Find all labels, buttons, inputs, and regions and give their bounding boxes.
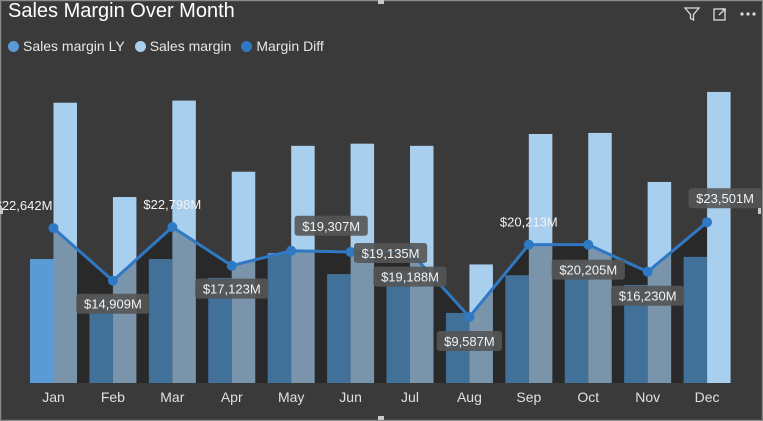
x-axis-tick-label: Aug <box>457 389 482 405</box>
legend-item-sales-margin-ly[interactable]: Sales margin LY <box>8 38 125 54</box>
margin-diff-point <box>167 222 178 232</box>
legend-label-margin-diff: Margin Diff <box>256 38 324 54</box>
bar-sales-margin <box>350 143 375 383</box>
margin-diff-point <box>226 260 237 271</box>
margin-diff-point <box>464 312 475 322</box>
bar-sales-margin <box>172 100 196 384</box>
bar-sales-margin-ly <box>624 284 648 383</box>
resize-handle-bottom[interactable] <box>378 416 384 420</box>
data-label-box <box>611 285 685 306</box>
bar-sales-margin <box>528 133 553 383</box>
bar-sales-margin-ly <box>30 259 54 383</box>
resize-handle-left[interactable] <box>0 208 3 214</box>
bar-sales-margin <box>647 181 672 383</box>
x-axis-tick-label: Oct <box>577 389 599 405</box>
bar-sales-margin-ly <box>683 256 708 383</box>
bar-sales-margin-ly <box>505 275 529 383</box>
legend-marker-sales-margin <box>134 40 146 52</box>
margin-diff-point <box>642 266 653 277</box>
data-label-box <box>294 215 368 236</box>
resize-handle-right[interactable] <box>758 208 761 214</box>
data-label-margin-diff: $9,587M <box>444 334 495 349</box>
bar-sales-margin <box>707 91 731 383</box>
x-axis-tick-label: Jan <box>42 389 65 405</box>
data-label-margin-diff: $20,213M <box>500 215 558 230</box>
data-label-margin-diff: $22,798M <box>143 197 201 212</box>
bar-sales-margin-ly <box>564 261 589 383</box>
data-label-box <box>353 242 428 263</box>
bar-sales-margin-ly <box>386 270 410 383</box>
data-label-margin-diff: $23,501M <box>696 191 754 206</box>
more-options-icon[interactable] <box>739 6 757 22</box>
legend-item-margin-diff[interactable]: Margin Diff <box>241 38 324 54</box>
data-label-margin-diff: $22,642M <box>0 198 52 213</box>
chart-legend: Sales margin LY Sales margin Margin Diff <box>8 38 324 54</box>
data-label-margin-diff: $19,135M <box>362 246 420 261</box>
x-axis-tick-label: Nov <box>635 389 660 405</box>
x-axis-tick-label: Sep <box>516 389 541 405</box>
data-label-box <box>551 259 625 280</box>
chart-title: Sales Margin Over Month <box>8 0 235 22</box>
x-axis-tick-label: Dec <box>695 389 720 405</box>
bar-sales-margin-ly <box>89 295 113 383</box>
margin-diff-point <box>345 246 356 257</box>
data-label-margin-diff: $19,188M <box>381 270 439 285</box>
bar-sales-margin <box>53 102 77 383</box>
margin-diff-point <box>523 239 534 250</box>
data-label-box <box>373 266 447 287</box>
filter-icon[interactable] <box>683 6 701 22</box>
x-axis-tick-label: Jul <box>401 389 419 405</box>
legend-label-sales-margin-ly: Sales margin LY <box>23 38 125 54</box>
data-label-box <box>195 278 269 299</box>
visual-header-icons <box>683 6 757 22</box>
data-label-margin-diff: $14,909M <box>84 297 142 312</box>
data-label-margin-diff: $19,307M <box>302 219 360 234</box>
resize-handle-top[interactable] <box>378 0 384 4</box>
data-label-margin-diff: $17,123M <box>203 282 261 297</box>
margin-diff-point <box>583 239 594 250</box>
bar-sales-margin-ly <box>327 274 351 383</box>
x-axis-tick-label: May <box>278 389 304 405</box>
focus-mode-icon[interactable] <box>711 6 729 22</box>
legend-label-sales-margin: Sales margin <box>149 38 232 54</box>
bar-sales-margin <box>588 132 612 383</box>
legend-item-sales-margin[interactable]: Sales margin <box>134 38 232 54</box>
bar-sales-margin-ly <box>148 259 173 383</box>
legend-marker-margin-diff <box>241 40 253 52</box>
data-label-margin-diff: $20,205M <box>559 263 617 278</box>
bar-sales-margin <box>231 171 256 383</box>
margin-diff-point <box>702 217 713 228</box>
data-label-box <box>76 293 150 314</box>
x-axis-tick-label: Feb <box>101 389 125 405</box>
x-axis-tick-label: Jun <box>339 389 362 405</box>
margin-diff-area <box>53 222 708 383</box>
x-axis-tick-label: Mar <box>160 389 184 405</box>
bar-sales-margin-ly <box>267 253 292 383</box>
bar-sales-margin-ly <box>208 277 232 383</box>
margin-diff-point <box>107 275 118 286</box>
margin-diff-point <box>48 223 59 234</box>
data-label-margin-diff: $16,230M <box>619 289 677 304</box>
margin-diff-point <box>286 245 297 256</box>
data-label-box <box>688 188 762 209</box>
bar-sales-margin <box>291 145 315 383</box>
data-label-box <box>436 331 503 351</box>
x-axis-tick-label: Apr <box>221 389 243 405</box>
legend-marker-sales-margin-ly <box>8 40 19 52</box>
bar-sales-margin <box>112 197 137 383</box>
